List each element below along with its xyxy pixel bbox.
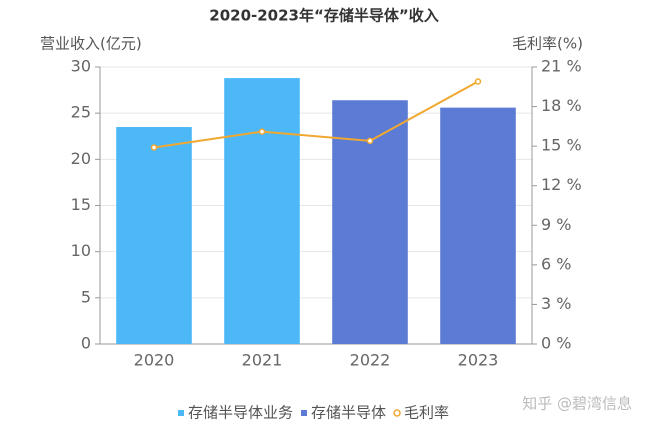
legend-marker [393,409,401,417]
y2-tick-label: 18 % [541,96,582,115]
x-tick-label: 2020 [134,351,175,370]
y-tick-label: 0 [81,334,91,353]
x-tick-label: 2021 [242,351,283,370]
line-point [258,128,266,135]
watermark: 知乎 @碧湾信息 [522,395,632,413]
legend-marker [301,410,308,416]
y-tick-label: 25 [71,103,91,122]
x-tick-label: 2022 [350,351,391,370]
y-tick-label: 30 [71,57,91,76]
bar [116,127,192,345]
y2-tick-label: 12 % [541,175,582,194]
chart-title: 2020-2023年“存储半导体”收入 [209,7,438,25]
x-tick-label: 2023 [458,351,499,370]
legend-label: 毛利率 [404,404,449,422]
y2-tick-label: 6 % [541,254,571,273]
legend-marker [178,410,184,416]
legend-label: 存储半导体业务 [188,404,293,422]
bar [440,107,516,344]
y-tick-label: 20 [71,149,91,168]
line-point [366,137,374,145]
y2-tick-label: 15 % [541,136,582,155]
y2-tick-label: 9 % [541,215,571,234]
y2-tick-label: 3 % [541,294,571,313]
y-axis-title: 营业收入(亿元) [40,35,142,53]
line [153,80,479,149]
line-point [474,78,482,85]
y-tick-label: 5 [81,287,91,306]
line-point [150,144,158,151]
y-tick-label: 15 [71,195,91,214]
y-tick-label: 10 [71,241,91,260]
bar [224,78,300,344]
y2-tick-label: 21 % [541,57,582,76]
y2-axis-title: 毛利率(%) [512,35,583,53]
y2-tick-label: 0 % [541,334,571,353]
bar [332,100,408,345]
legend-label: 存储半导体 [311,404,386,422]
